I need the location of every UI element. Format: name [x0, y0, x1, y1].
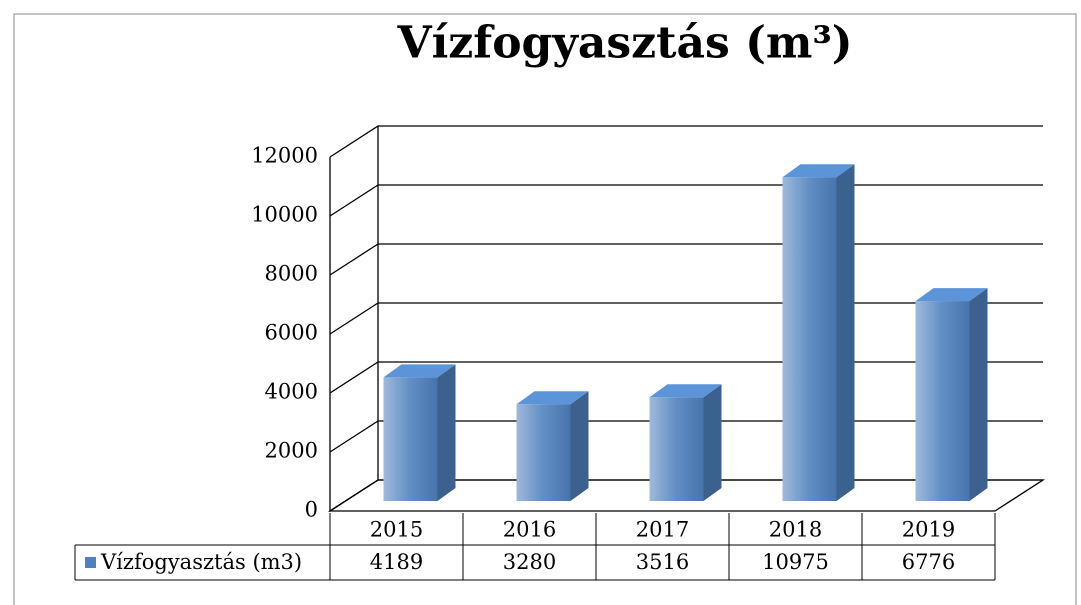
y-tick-label: 2000 — [265, 439, 318, 463]
bar-side — [969, 288, 988, 501]
x-tick-label: 2017 — [636, 518, 689, 542]
grid-line — [329, 243, 1043, 276]
legend-swatch — [85, 557, 96, 568]
bar-top — [782, 164, 855, 178]
bar-shine — [516, 404, 571, 501]
x-tick-label: 2018 — [769, 518, 822, 542]
table-value: 3280 — [503, 550, 556, 574]
bar-shine — [383, 377, 438, 501]
y-tick-label: 0 — [305, 498, 318, 522]
bar-shine — [649, 397, 704, 501]
bar-top — [516, 391, 589, 405]
y-tick-label: 10000 — [251, 203, 318, 227]
y-tick-label: 8000 — [265, 262, 318, 286]
x-tick-label: 2019 — [902, 518, 955, 542]
bar-shine — [782, 177, 837, 502]
x-tick-label: 2016 — [503, 518, 556, 542]
x-tick-label: 2015 — [370, 518, 423, 542]
table-value: 10975 — [762, 550, 829, 574]
bar-side — [437, 364, 456, 501]
y-tick-label: 6000 — [265, 321, 318, 345]
table-value: 6776 — [902, 550, 955, 574]
y-tick-label: 12000 — [251, 144, 318, 168]
chart-frame — [13, 13, 1077, 605]
chart-title: Vízfogyasztás (m³) — [396, 18, 852, 69]
table-value: 4189 — [370, 550, 423, 574]
bar-side — [703, 384, 722, 501]
legend-label: Vízfogyasztás (m3) — [100, 550, 302, 574]
table-value: 3516 — [636, 550, 689, 574]
grid-line — [329, 125, 1043, 158]
bar-top — [649, 384, 722, 398]
grid-line — [329, 184, 1043, 217]
bar-side — [836, 164, 855, 502]
bar-shine — [915, 301, 970, 501]
bar-top — [383, 364, 456, 378]
y-tick-label: 4000 — [265, 380, 318, 404]
bar-side — [570, 391, 589, 501]
bar-top — [915, 288, 988, 302]
